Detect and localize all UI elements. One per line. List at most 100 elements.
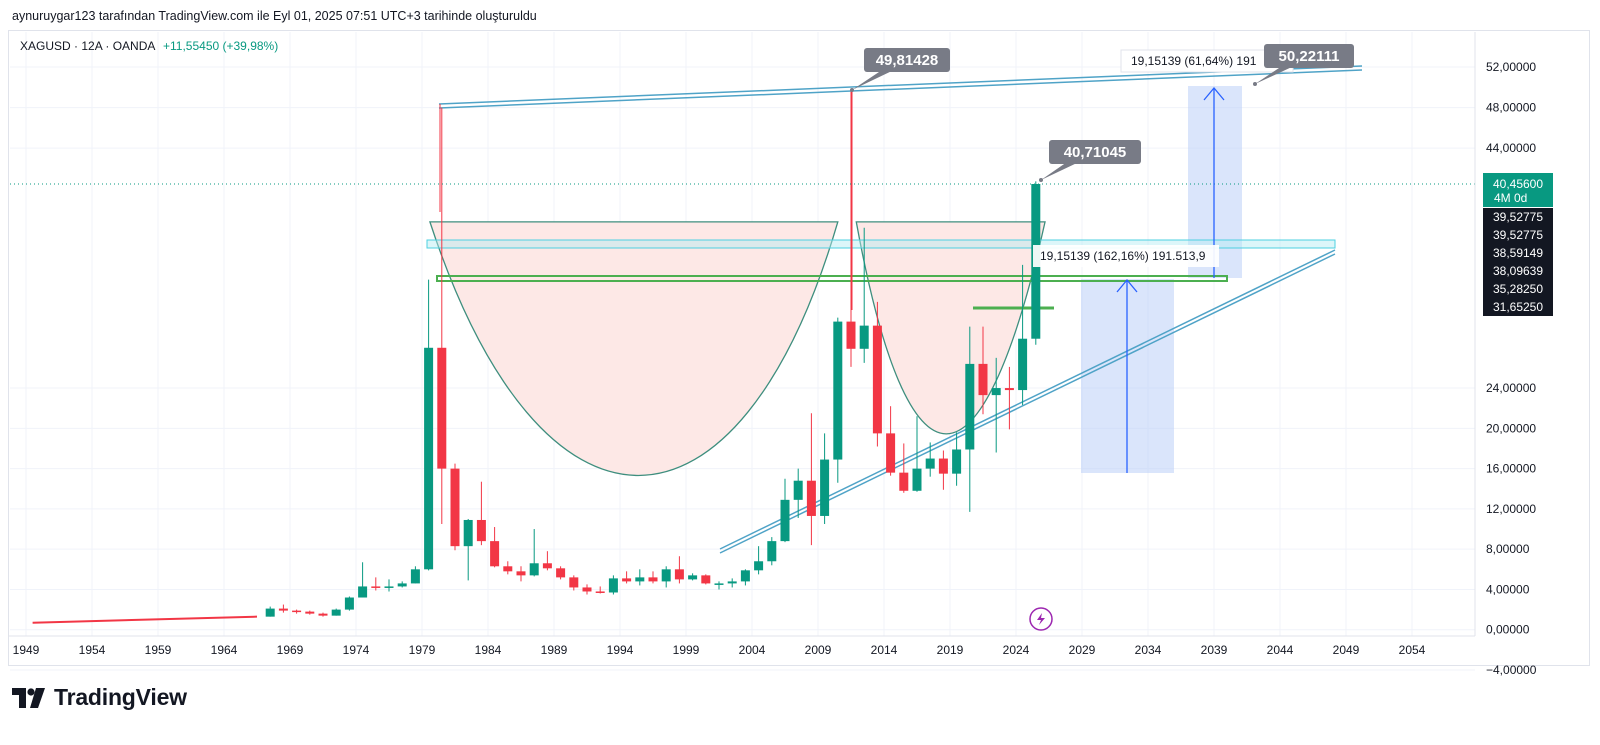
callout-high-2011-pointer bbox=[852, 70, 894, 90]
callout-target: 50,22111 bbox=[1279, 48, 1340, 65]
candle-body bbox=[569, 577, 579, 588]
candle-body bbox=[476, 519, 486, 542]
x-tick-label: 1994 bbox=[607, 643, 634, 657]
price-axis-tag bbox=[1483, 226, 1553, 244]
callout-high-2025-anchor bbox=[1039, 178, 1043, 182]
callout-target-anchor bbox=[1253, 82, 1257, 86]
cup-pattern bbox=[429, 221, 839, 476]
chart-drawings bbox=[426, 65, 1363, 554]
candle-body bbox=[450, 468, 460, 547]
x-tick-label: 2039 bbox=[1201, 643, 1228, 657]
x-tick-label: 2024 bbox=[1003, 643, 1030, 657]
price-axis-tag-label: 38,09639 bbox=[1493, 264, 1543, 278]
candle-body bbox=[1004, 388, 1014, 391]
candle-body bbox=[529, 563, 539, 576]
y-tick-label: 52,00000 bbox=[1486, 60, 1536, 74]
resistance-zone bbox=[426, 239, 1336, 249]
candle-body bbox=[780, 499, 790, 542]
price-axis-tag-label: 39,52775 bbox=[1493, 210, 1543, 224]
x-tick-label: 1964 bbox=[211, 643, 238, 657]
x-tick-label: 2049 bbox=[1333, 643, 1360, 657]
candle-body bbox=[754, 561, 764, 571]
candle-body bbox=[701, 575, 711, 584]
candle-body bbox=[806, 480, 816, 516]
candle-body bbox=[635, 577, 645, 582]
x-tick-label: 1989 bbox=[541, 643, 568, 657]
candle-body bbox=[965, 363, 975, 450]
x-tick-label: 1959 bbox=[145, 643, 172, 657]
x-tick-label: 1979 bbox=[409, 643, 436, 657]
candle-body bbox=[595, 591, 605, 593]
candle-body bbox=[727, 581, 737, 584]
candle-body bbox=[582, 587, 592, 592]
x-tick-label: 2034 bbox=[1135, 643, 1162, 657]
y-tick-label: 44,00000 bbox=[1486, 141, 1536, 155]
candle-body bbox=[912, 468, 922, 491]
callout-high-2011-box bbox=[864, 48, 950, 72]
candle-body bbox=[622, 578, 632, 582]
tradingview-logo[interactable]: TradingView bbox=[12, 684, 187, 711]
candle-body bbox=[503, 566, 513, 572]
callout-high-2025: 40,71045 bbox=[1064, 144, 1127, 161]
candle-body bbox=[820, 459, 830, 516]
measure-label-box bbox=[1033, 245, 1219, 267]
candle-body bbox=[846, 321, 856, 349]
x-tick-label: 1954 bbox=[79, 643, 106, 657]
candle-body bbox=[384, 586, 394, 588]
price-axis-tag bbox=[1483, 208, 1553, 226]
y-tick-label: 16,00000 bbox=[1486, 462, 1536, 476]
price-axis-tag bbox=[1483, 262, 1553, 280]
candle-body bbox=[608, 578, 618, 593]
tradingview-wordmark: TradingView bbox=[54, 684, 187, 710]
candle-body bbox=[688, 575, 698, 580]
x-tick-label: 2054 bbox=[1399, 643, 1426, 657]
x-tick-label: 1974 bbox=[343, 643, 370, 657]
upper-trend-line-inner bbox=[438, 69, 1363, 109]
x-tick-label: 2009 bbox=[805, 643, 832, 657]
handle-pattern bbox=[855, 221, 1046, 435]
price-axis-tag-label: 31,65250 bbox=[1493, 300, 1543, 314]
candle-body bbox=[859, 325, 869, 349]
x-tick-label: 1999 bbox=[673, 643, 700, 657]
x-tick-label: 2019 bbox=[937, 643, 964, 657]
y-tick-label: 8,00000 bbox=[1486, 542, 1530, 556]
candle-body bbox=[516, 571, 526, 576]
candle-body bbox=[833, 321, 843, 460]
price-axis-tag bbox=[1483, 280, 1553, 298]
y-tick-label: 24,00000 bbox=[1486, 381, 1536, 395]
candle-body bbox=[661, 569, 671, 582]
candle-body bbox=[899, 472, 909, 491]
candle-body bbox=[872, 325, 882, 434]
candle-body bbox=[925, 458, 935, 469]
candle-body bbox=[331, 609, 341, 616]
candle-body bbox=[344, 597, 354, 610]
candle-body bbox=[397, 583, 407, 587]
candle-body bbox=[740, 570, 750, 582]
callout-high-2025-pointer bbox=[1041, 162, 1079, 180]
callout-target-box bbox=[1264, 44, 1354, 68]
candle-body bbox=[978, 363, 988, 396]
candle-body bbox=[938, 458, 948, 474]
replay-button[interactable] bbox=[1029, 607, 1053, 631]
measured-move-arrow-upper-head bbox=[1203, 86, 1225, 101]
candle-body bbox=[886, 433, 896, 473]
candle-body bbox=[265, 608, 275, 617]
callout-high-2011-anchor bbox=[850, 88, 854, 92]
price-axis-tag bbox=[1483, 244, 1553, 262]
price-axis-tag-label: 39,52775 bbox=[1493, 228, 1543, 242]
measure-label-upper: 19,15139 (61,64%) 191 bbox=[1131, 54, 1257, 68]
current-price-tag bbox=[1483, 173, 1553, 207]
symbol-label: XAGUSD · 12A · OANDA bbox=[20, 39, 155, 53]
candle-body bbox=[318, 613, 328, 616]
lightning-icon bbox=[1037, 613, 1045, 625]
x-tick-label: 1949 bbox=[13, 643, 40, 657]
x-tick-label: 1984 bbox=[475, 643, 502, 657]
y-tick-label: 20,00000 bbox=[1486, 421, 1536, 435]
candle-body bbox=[410, 569, 420, 584]
y-tick-label: 12,00000 bbox=[1486, 502, 1536, 516]
price-axis-tag-label: 35,28250 bbox=[1493, 282, 1543, 296]
x-tick-label: 1969 bbox=[277, 643, 304, 657]
chart-axes: 1949 1954 1959 1964 1969 1974 1979 1984 1989 1994… bbox=[9, 32, 1553, 677]
candle-body bbox=[371, 586, 381, 588]
